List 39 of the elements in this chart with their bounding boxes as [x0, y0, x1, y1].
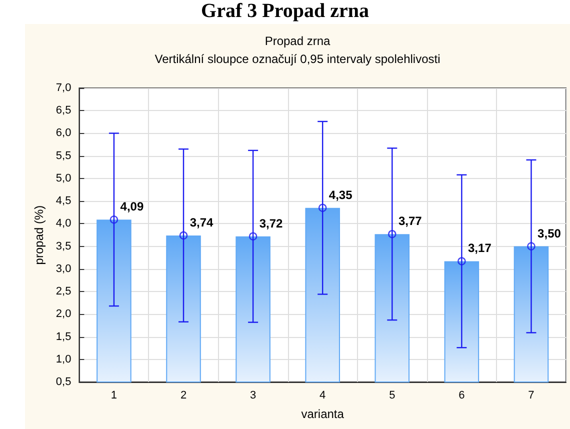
data-label: 4,09 — [120, 200, 144, 214]
y-tick-label: 5,5 — [56, 150, 72, 162]
y-tick-label: 7,0 — [56, 82, 72, 94]
data-label: 3,74 — [190, 215, 214, 230]
data-label: 3,17 — [468, 241, 492, 256]
chart-subtitle: Propad zrna Vertikální sloupce označují 0,95 intervaly spolehlivosti — [154, 34, 440, 66]
y-tick-label: 0,5 — [56, 376, 72, 388]
data-label: 3,77 — [398, 214, 422, 228]
x-tick-label: 4 — [320, 390, 326, 402]
point — [318, 204, 327, 212]
x-tick-label: 7 — [528, 390, 534, 402]
point — [388, 230, 396, 238]
data-label: 4,35 — [328, 188, 353, 202]
y-tick-label: 2,5 — [56, 286, 72, 298]
y-tick-label: 2,0 — [56, 308, 72, 320]
point — [527, 242, 536, 250]
x-tick-label: 2 — [180, 390, 187, 402]
y-tick-label: 3,0 — [56, 262, 72, 275]
y-tick-label: 1,0 — [56, 353, 72, 366]
data-label: 3,50 — [538, 226, 562, 240]
x-tick-label: 1 — [110, 390, 118, 402]
y-tick-label: 6,5 — [56, 104, 72, 117]
y-axis-title: propad (%) — [32, 205, 46, 265]
x-axis-title: varianta — [301, 407, 344, 421]
y-tick-label: 4,5 — [56, 195, 72, 208]
point — [179, 231, 188, 240]
y-tick-label: 3,5 — [56, 240, 72, 252]
point — [248, 232, 258, 240]
point — [458, 257, 466, 266]
chart-title: Graf 3 Propad zrna — [200, 0, 370, 22]
x-tick-label: 3 — [250, 390, 256, 402]
x-tick-label: 5 — [389, 390, 396, 402]
y-tick-label: 4,0 — [56, 218, 72, 230]
y-tick-label: 5,0 — [56, 172, 72, 184]
y-tick-label: 1,5 — [56, 330, 72, 343]
point — [110, 216, 118, 224]
data-label: 3,72 — [259, 216, 284, 230]
x-tick-label: 6 — [458, 390, 465, 402]
y-tick-label: 6,0 — [56, 127, 72, 140]
